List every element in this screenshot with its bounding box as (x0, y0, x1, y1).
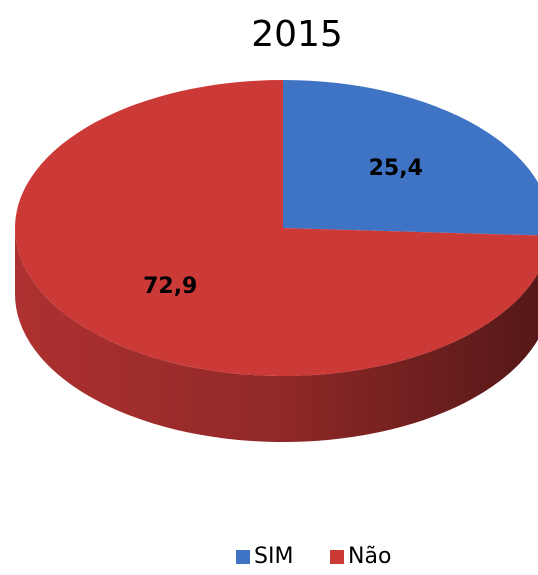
legend-swatch (330, 550, 344, 564)
data-label: 25,4 (369, 156, 423, 181)
legend-label: Não (348, 544, 391, 569)
legend-label: SIM (254, 544, 293, 569)
data-label: 72,9 (143, 274, 197, 299)
legend-swatch (236, 550, 250, 564)
pie-side-shade (15, 228, 538, 442)
pie-slice (14, 80, 538, 376)
pie-slice (283, 80, 538, 236)
chart-title: 2015 (251, 14, 343, 55)
